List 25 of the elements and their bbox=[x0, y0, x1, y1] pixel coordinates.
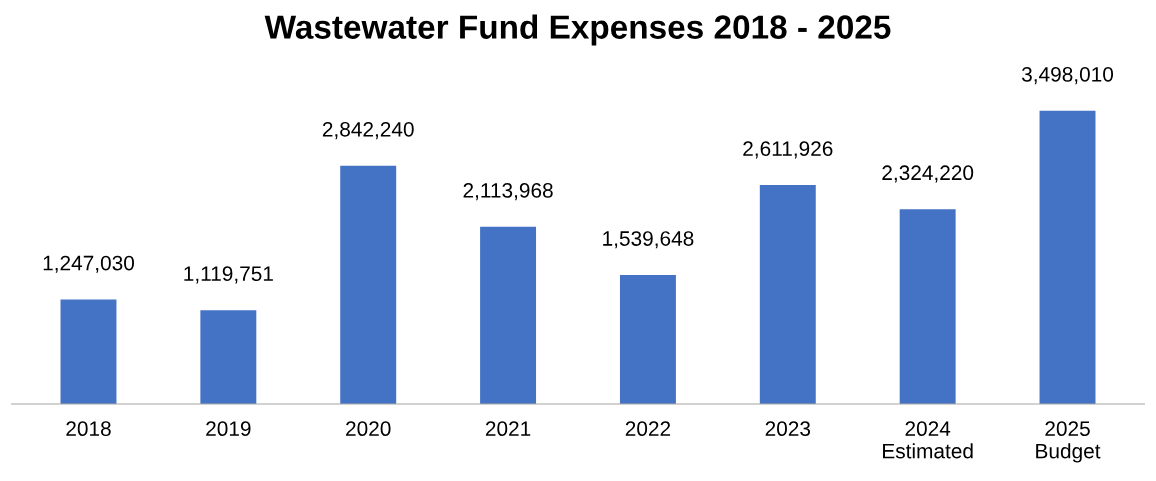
x-tick-label: 2025 Budget bbox=[1036, 421, 1101, 463]
x-tick-label: 2023 bbox=[765, 421, 811, 437]
x-tick-label: 2021 bbox=[485, 421, 531, 437]
bar bbox=[759, 185, 816, 405]
data-label: 1,247,030 bbox=[43, 255, 135, 273]
x-tick-label: 2024 Estimated bbox=[883, 421, 973, 459]
x-tick-label: 2022 bbox=[625, 421, 671, 437]
bar bbox=[60, 299, 117, 405]
x-tick-label: 2020 bbox=[346, 421, 391, 437]
data-label: 2,842,240 bbox=[322, 121, 414, 140]
bar bbox=[619, 275, 676, 405]
bar bbox=[899, 209, 956, 405]
x-tick-label: 2019 bbox=[206, 421, 251, 437]
data-label: 3,498,010 bbox=[1021, 66, 1114, 85]
data-label: 2,611,926 bbox=[743, 141, 833, 159]
chart-title: Wastewater Fund Expenses 2018 - 2025 bbox=[264, 14, 891, 46]
data-label: 1,119,751 bbox=[184, 266, 273, 284]
bar bbox=[340, 165, 397, 405]
bar bbox=[200, 310, 257, 405]
data-label: 2,113,968 bbox=[463, 182, 553, 201]
data-label: 1,539,648 bbox=[603, 231, 694, 249]
bar bbox=[480, 226, 537, 405]
x-tick-label: 2018 bbox=[66, 421, 111, 437]
data-label: 2,324,220 bbox=[882, 165, 974, 183]
bar bbox=[1039, 110, 1096, 405]
